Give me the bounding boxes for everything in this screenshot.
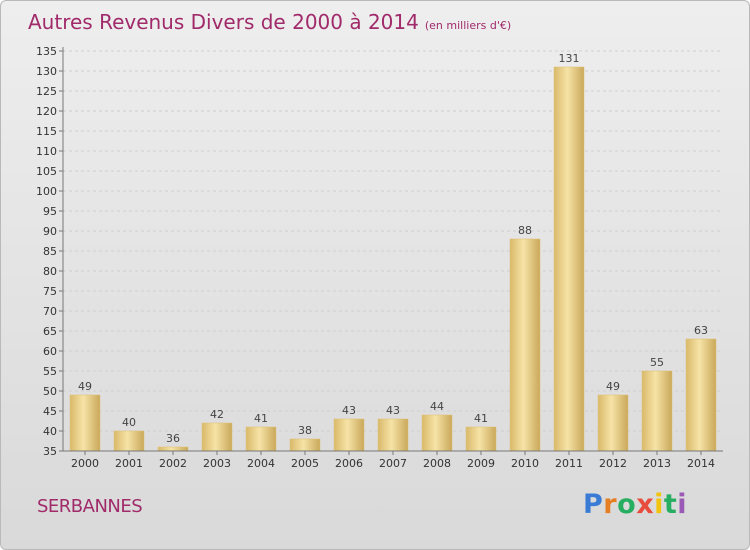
y-tick-label: 105 — [36, 165, 57, 178]
bar-2007 — [377, 418, 409, 452]
value-label-2000: 49 — [78, 380, 92, 393]
bar-2012 — [597, 394, 629, 452]
bar-2000 — [69, 394, 101, 452]
bar-2013 — [641, 370, 673, 452]
y-tick-label: 135 — [36, 45, 57, 58]
bar-2003 — [201, 422, 233, 452]
value-label-2012: 49 — [606, 380, 620, 393]
x-tick-label-2006: 2006 — [335, 457, 363, 470]
x-tick-label-2010: 2010 — [511, 457, 539, 470]
value-label-2008: 44 — [430, 400, 444, 413]
grid-lines — [63, 50, 723, 452]
y-tick-label: 100 — [36, 185, 57, 198]
chart-title-unit: (en milliers d'€) — [424, 19, 512, 32]
chart-title-main: Autres Revenus Divers de 2000 à 2014 — [28, 10, 419, 34]
y-tick-label: 65 — [43, 325, 57, 338]
labels: 35 40 45 50 55 60 65 70 75 80 85 90 95 100 105 110 115 12… — [36, 45, 715, 470]
value-label-2004: 41 — [254, 412, 268, 425]
value-label-2013: 55 — [650, 356, 664, 369]
y-tick-label: 60 — [43, 345, 57, 358]
y-tick-label: 70 — [43, 305, 57, 318]
x-tick-label-2003: 2003 — [203, 457, 231, 470]
bar-2014 — [685, 338, 717, 452]
y-tick-label: 95 — [43, 205, 57, 218]
chart-title: Autres Revenus Divers de 2000 à 2014 (en … — [28, 10, 511, 34]
bar-2004 — [245, 426, 277, 452]
value-label-2003: 42 — [210, 408, 224, 421]
y-tick-label: 115 — [36, 125, 57, 138]
proxiti-logo: Proxiti — [583, 489, 688, 520]
value-label-2009: 41 — [474, 412, 488, 425]
y-tick-label: 50 — [43, 385, 57, 398]
x-tick-label-2014: 2014 — [687, 457, 715, 470]
bar-2011 — [553, 66, 585, 452]
y-tick-label: 85 — [43, 245, 57, 258]
value-label-2014: 63 — [694, 324, 708, 337]
x-tick-label-2004: 2004 — [247, 457, 275, 470]
y-tick-label: 90 — [43, 225, 57, 238]
x-tick-label-2009: 2009 — [467, 457, 495, 470]
commune-name: SERBANNES — [37, 496, 143, 517]
bars — [69, 66, 717, 452]
value-label-2010: 88 — [518, 224, 532, 237]
value-label-2006: 43 — [342, 404, 356, 417]
x-tick-label-2001: 2001 — [115, 457, 143, 470]
value-label-2007: 43 — [386, 404, 400, 417]
bar-2010 — [509, 238, 541, 452]
bar-2001 — [113, 430, 145, 452]
y-tick-label: 45 — [43, 405, 57, 418]
y-tick-label: 55 — [43, 365, 57, 378]
y-tick-label: 125 — [36, 85, 57, 98]
x-tick-label-2005: 2005 — [291, 457, 319, 470]
bar-2006 — [333, 418, 365, 452]
bar-2002 — [157, 446, 189, 452]
y-tick-label: 40 — [43, 425, 57, 438]
x-tick-label-2000: 2000 — [71, 457, 99, 470]
y-tick-label: 80 — [43, 265, 57, 278]
y-tick-label: 120 — [36, 105, 57, 118]
x-tick-label-2013: 2013 — [643, 457, 671, 470]
y-tick-label: 35 — [43, 445, 57, 458]
value-label-2001: 40 — [122, 416, 136, 429]
x-tick-label-2007: 2007 — [379, 457, 407, 470]
y-tick-label: 110 — [36, 145, 57, 158]
value-label-2002: 36 — [166, 432, 180, 445]
bar-2005 — [289, 438, 321, 452]
bar-2008 — [421, 414, 453, 452]
x-tick-label-2002: 2002 — [159, 457, 187, 470]
value-label-2005: 38 — [298, 424, 312, 437]
x-tick-label-2012: 2012 — [599, 457, 627, 470]
y-tick-label: 130 — [36, 65, 57, 78]
axes — [59, 47, 723, 455]
bar-2009 — [465, 426, 497, 452]
x-tick-label-2011: 2011 — [555, 457, 583, 470]
y-tick-label: 75 — [43, 285, 57, 298]
x-tick-label-2008: 2008 — [423, 457, 451, 470]
value-label-2011: 131 — [559, 52, 580, 65]
